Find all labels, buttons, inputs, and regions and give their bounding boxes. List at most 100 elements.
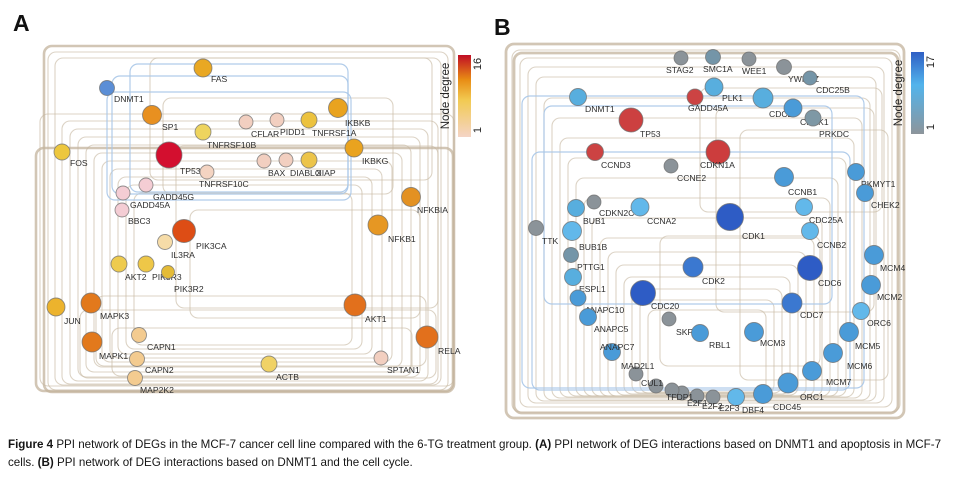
edge-line bbox=[42, 44, 456, 394]
edge-line bbox=[512, 51, 900, 415]
node-b-pttg1 bbox=[563, 247, 579, 263]
node-label-b-smc1a: SMC1A bbox=[703, 64, 733, 74]
edge-line bbox=[133, 192, 353, 346]
node-a-ikbkb bbox=[328, 98, 348, 118]
node-a-map2k2 bbox=[127, 370, 143, 386]
node-a-capn1 bbox=[131, 327, 147, 343]
panel-a-colorbar-gradient bbox=[458, 55, 471, 137]
node-a-ikbkg bbox=[344, 138, 364, 158]
node-label-a-mapk3: MAPK3 bbox=[100, 311, 129, 321]
node-label-a-fas: FAS bbox=[211, 74, 228, 84]
edge-line bbox=[77, 136, 421, 378]
node-b-bub1b bbox=[562, 221, 582, 241]
node-label-a-bax: BAX bbox=[268, 168, 285, 178]
node-a-nfkb1 bbox=[367, 214, 389, 236]
node-b-cdkn1a bbox=[705, 139, 731, 165]
node-label-b-mcm5: MCM5 bbox=[855, 341, 881, 351]
node-b-mcm7 bbox=[802, 361, 822, 381]
node-label-b-cdc45: CDC45 bbox=[773, 402, 801, 412]
edge-line bbox=[101, 160, 393, 363]
node-label-a-il3ra: IL3RA bbox=[171, 250, 195, 260]
node-label-b-cdc25b: CDC25B bbox=[816, 85, 850, 95]
node-b-cdc25b bbox=[802, 70, 818, 86]
node-b-chek2 bbox=[856, 184, 874, 202]
node-a-nfkbia bbox=[401, 187, 421, 207]
node-label-b-bub1b: BUB1B bbox=[579, 242, 607, 252]
node-label-a-rela: RELA bbox=[438, 346, 461, 356]
node-label-b-mcm4: MCM4 bbox=[880, 263, 906, 273]
panel-b-colorbar-gradient bbox=[911, 52, 924, 134]
node-a-tp53 bbox=[155, 141, 183, 169]
edge-line bbox=[535, 76, 877, 402]
node-label-a-cflar: CFLAR bbox=[251, 129, 279, 139]
node-b-ccnd3 bbox=[586, 143, 604, 161]
node-label-b-anapc10: ANAPC10 bbox=[585, 305, 624, 315]
node-a-sptan1 bbox=[373, 350, 389, 366]
node-b-mcm4 bbox=[864, 245, 884, 265]
node-label-b-ccna2: CCNA2 bbox=[647, 216, 676, 226]
node-label-b-tp53: TP53 bbox=[640, 129, 661, 139]
node-label-b-cdk2: CDK2 bbox=[702, 276, 725, 286]
node-label-b-cdkn2c: CDKN2C bbox=[599, 208, 634, 218]
node-label-b-ccnb2: CCNB2 bbox=[817, 240, 846, 250]
node-a-actb bbox=[260, 355, 278, 373]
node-label-b-e2f1: E2F1 bbox=[687, 398, 708, 408]
edge-line bbox=[659, 235, 821, 367]
node-a-gadd45a bbox=[115, 185, 131, 201]
node-b-rbl1 bbox=[691, 324, 709, 342]
node-label-b-ccne2: CCNE2 bbox=[677, 173, 706, 183]
node-label-b-tfdp1: TFDP1 bbox=[666, 392, 693, 402]
caption-text-segment: PPI network of DEG interactions based on… bbox=[56, 455, 413, 469]
node-a-tnfrsf10b bbox=[194, 123, 212, 141]
edge-line bbox=[111, 327, 413, 377]
node-label-b-cdc20: CDC20 bbox=[651, 301, 679, 311]
caption-text-segment: PPI network of DEG interactions based on… bbox=[8, 438, 942, 469]
node-label-a-diablo: DIABLO bbox=[290, 168, 322, 178]
node-b-tfdp1 bbox=[664, 382, 680, 398]
panel-a-colorbar-title: Node degree bbox=[440, 63, 452, 130]
node-label-b-mcm3: MCM3 bbox=[760, 338, 786, 348]
node-b-chek1 bbox=[783, 98, 803, 118]
node-b-e2f3 bbox=[705, 389, 721, 405]
node-b-ttk bbox=[528, 220, 544, 236]
panel-a-colorbar: Node degree 16 1 bbox=[440, 55, 484, 137]
node-b-cdk2 bbox=[682, 256, 704, 278]
node-label-b-pttg1: PTTG1 bbox=[577, 262, 605, 272]
node-label-b-mcm2: MCM2 bbox=[877, 292, 903, 302]
edge-line bbox=[647, 309, 767, 393]
node-a-jun bbox=[46, 297, 66, 317]
edge-line bbox=[531, 151, 851, 391]
node-label-b-mcm7: MCM7 bbox=[826, 377, 852, 387]
node-b-ywhaz bbox=[776, 59, 792, 75]
node-b-ccne2 bbox=[663, 158, 679, 174]
node-a-mapk3 bbox=[80, 292, 102, 314]
node-a-capn2 bbox=[129, 351, 145, 367]
edge-line bbox=[47, 51, 449, 391]
node-label-a-sptan1: SPTAN1 bbox=[387, 365, 420, 375]
node-label-b-chek2: CHEK2 bbox=[871, 200, 900, 210]
node-b-orc6 bbox=[852, 302, 870, 320]
panel-a-letter: A bbox=[13, 10, 30, 36]
node-label-a-gadd45g: GADD45G bbox=[153, 192, 194, 202]
caption-bold-segment: (B) bbox=[37, 455, 57, 469]
node-a-bbc3 bbox=[114, 202, 130, 218]
edge-line bbox=[504, 42, 906, 420]
node-b-dnmt1 bbox=[569, 88, 587, 106]
node-b-cdc20 bbox=[630, 280, 656, 306]
node-label-b-mcm6: MCM6 bbox=[847, 361, 873, 371]
node-a-fas bbox=[193, 58, 213, 78]
node-label-b-cul1: CUL1 bbox=[641, 378, 663, 388]
edge-line bbox=[699, 87, 883, 213]
node-label-b-cdc2: CDC2 bbox=[769, 109, 793, 119]
node-label-b-bub1: BUB1 bbox=[583, 216, 606, 226]
node-a-pidd1 bbox=[269, 112, 285, 128]
node-b-anapc7 bbox=[603, 343, 621, 361]
node-label-a-sp1: SP1 bbox=[162, 122, 178, 132]
node-label-a-map2k2: MAP2K2 bbox=[140, 385, 174, 395]
panel-a-colorbar-min: 1 bbox=[472, 127, 484, 133]
panel-b-colorbar-max: 17 bbox=[925, 56, 937, 68]
node-b-anapc10 bbox=[569, 289, 587, 307]
node-b-e2f2 bbox=[689, 388, 705, 404]
node-a-akt1 bbox=[343, 293, 367, 317]
